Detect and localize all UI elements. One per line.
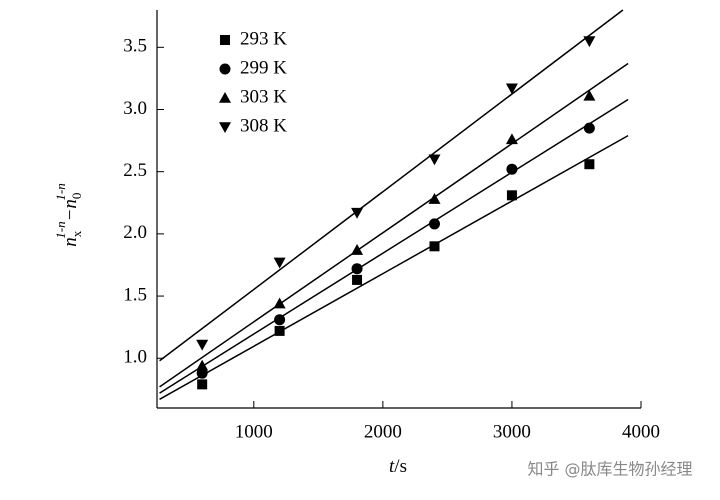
fit-line [159,134,629,400]
legend-label: 299 K [240,57,287,78]
marker [196,359,209,371]
marker [274,314,286,326]
x-tick-label: 1000 [235,421,273,442]
y-tick-label: 2.5 [123,160,147,181]
y-tick-label: 3.0 [123,98,147,119]
marker [273,297,286,309]
legend-marker [219,122,231,133]
marker [273,257,286,269]
x-tick-label: 2000 [364,421,402,442]
marker [428,193,441,204]
y-label-part: x [69,230,84,237]
x-tick-label: 3000 [493,421,531,442]
y-label-part: 1-n [53,183,68,200]
marker [274,325,285,336]
y-label-part: 1-n [53,221,68,238]
y-axis-label: nx1-n−n01-n [53,183,84,247]
marker [196,339,209,351]
marker [583,122,595,134]
fit-line [159,98,629,394]
marker [197,379,208,390]
x-label-part: /s [394,456,407,477]
fit-line [159,62,629,388]
y-label-part: 0 [69,193,84,200]
legend-marker [219,92,231,103]
marker [506,190,517,201]
x-axis-label: t/s [389,456,407,477]
watermark: 知乎 @肽库生物孙经理 [527,460,692,479]
marker [429,241,440,252]
marker [352,274,363,285]
marker [583,89,596,101]
legend-label: 308 K [240,115,287,136]
x-tick-label: 4000 [622,421,660,442]
legend-label: 303 K [240,86,287,107]
legend-marker [220,35,230,45]
y-tick-label: 2.0 [123,222,147,243]
y-tick-label: 1.0 [123,347,147,368]
x-label-part: t [389,456,395,477]
y-tick-label: 1.5 [123,284,147,305]
y-tick-label: 3.5 [123,36,147,57]
marker [505,133,518,145]
marker [428,218,440,230]
marker [584,159,595,170]
legend-marker [219,63,231,75]
y-label-part: n [60,237,81,247]
marker [506,163,518,175]
y-label-part: −n [60,199,81,221]
fit-line [159,9,624,362]
marker [583,36,596,48]
marker [351,244,364,255]
legend-label: 293 K [240,28,287,49]
marker [351,263,363,275]
marker [505,83,518,95]
marker [351,207,364,219]
marker [428,154,441,166]
